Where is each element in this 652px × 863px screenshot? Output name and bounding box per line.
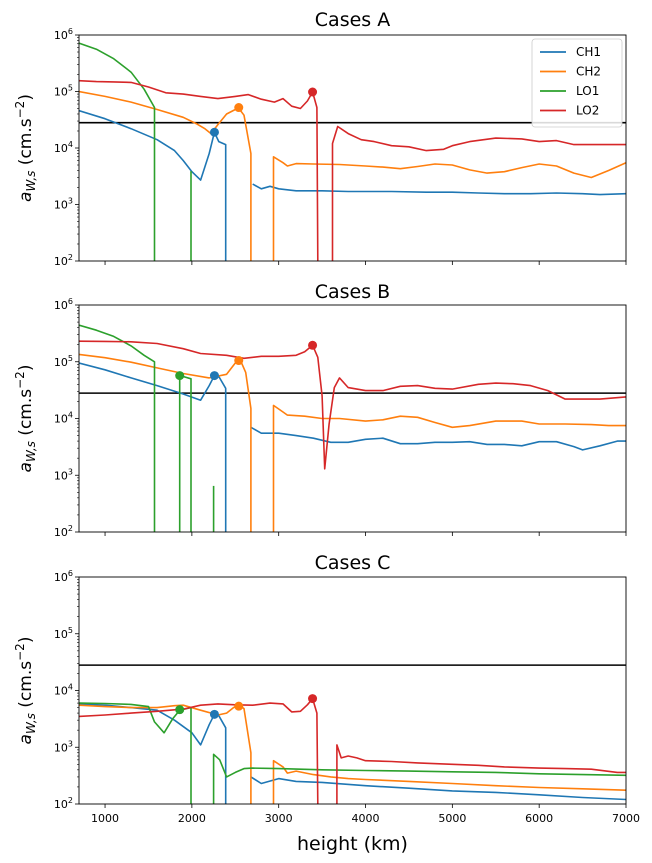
y-tick-label: 105: [54, 84, 73, 99]
y-tick-label: 103: [54, 197, 73, 212]
legend-label-ch2: CH2: [576, 65, 601, 79]
y-tick-label: 102: [54, 524, 73, 539]
x-tick-label: 7000: [612, 812, 640, 825]
x-axis-label: height (km): [297, 833, 408, 855]
y-tick-label: 106: [54, 297, 73, 312]
panel-3: Cases C 102 103 104 105 106 1000 2000 3000 4000 50…: [13, 552, 640, 855]
x-tick-label: 1000: [91, 812, 119, 825]
marker-lo2: [308, 340, 318, 350]
y-tick-label: 103: [54, 739, 73, 754]
y-axis-label: aW,s (cm.s−2): [13, 94, 38, 202]
series-line-lo1: [79, 702, 192, 804]
series-line-lo1: [180, 375, 192, 532]
series-line-ch1: [79, 109, 227, 261]
axes-frame: [78, 304, 627, 533]
y-tick-label: 104: [54, 411, 73, 426]
plot-area: [79, 324, 626, 532]
x-tick-label: 3000: [265, 812, 293, 825]
series-line-ch2: [272, 404, 626, 532]
series-line-lo1: [212, 753, 626, 804]
x-tick-label: 4000: [352, 812, 380, 825]
panel-2: Cases B 102 103 104 105 106 aW,s (cm.s−2): [13, 281, 627, 539]
marker-lo1: [175, 705, 185, 715]
marker-lo2: [308, 694, 318, 704]
panel-title: Cases A: [315, 9, 390, 31]
legend-box: [531, 38, 623, 128]
marker-ch1: [209, 127, 219, 137]
marker-lo2: [308, 87, 318, 97]
series-line-lo2: [336, 744, 626, 804]
y-tick-label: 102: [54, 253, 73, 268]
y-tick-label: 105: [54, 626, 73, 641]
series-line-ch1: [250, 776, 626, 801]
series-line-ch1: [79, 362, 227, 532]
x-tick-label: 2000: [178, 812, 206, 825]
y-tick-label: 106: [54, 27, 73, 42]
y-axis-label: aW,s (cm.s−2): [13, 365, 38, 473]
x-tick-label: 5000: [438, 812, 466, 825]
y-tick-label: 102: [54, 796, 73, 811]
series-line-ch1: [250, 426, 626, 451]
y-tick-label: 104: [54, 140, 73, 155]
marker-ch2: [234, 356, 244, 366]
axes-frame: [78, 576, 627, 805]
series-line-lo2: [79, 79, 319, 261]
y-tick-label: 106: [54, 569, 73, 584]
marker-ch1: [209, 709, 219, 719]
axes-frame: [78, 34, 627, 262]
series-line-ch1: [252, 183, 626, 196]
y-tick-label: 105: [54, 354, 73, 369]
y-tick-label: 103: [54, 467, 73, 482]
panel-title: Cases B: [315, 281, 390, 303]
marker-ch1: [209, 371, 219, 381]
series-line-ch2: [272, 156, 626, 261]
series-line-lo1: [79, 324, 156, 532]
series-line-lo2: [331, 125, 626, 261]
series-line-lo2: [79, 340, 626, 470]
panel-title: Cases C: [315, 552, 391, 574]
legend-label-ch1: CH1: [576, 45, 601, 59]
y-axis-label: aW,s (cm.s−2): [13, 637, 38, 745]
series-line-ch2: [79, 704, 252, 804]
y-tick-label: 104: [54, 683, 73, 698]
marker-lo1: [175, 371, 185, 381]
plot-area: [79, 664, 626, 804]
series-line-lo1: [79, 42, 156, 261]
series-line-lo2: [79, 697, 319, 804]
legend-label-lo2: LO2: [576, 104, 599, 118]
legend-label-lo1: LO1: [576, 84, 599, 98]
legend: CH1 CH2 LO1 LO2: [531, 38, 623, 128]
x-tick-label: 6000: [525, 812, 553, 825]
marker-ch2: [234, 103, 244, 113]
series-line-ch1: [79, 703, 227, 804]
marker-ch2: [234, 701, 244, 711]
